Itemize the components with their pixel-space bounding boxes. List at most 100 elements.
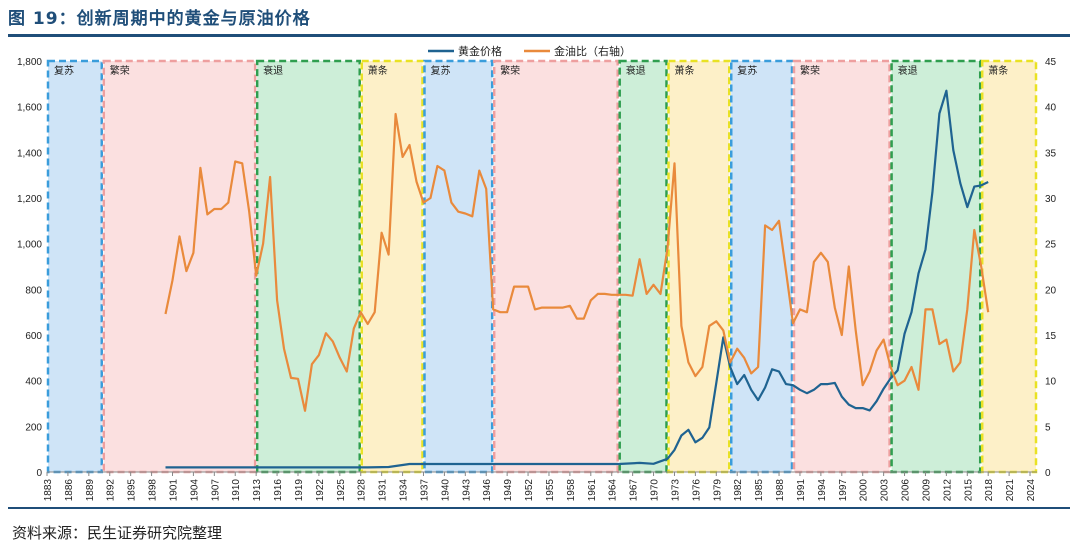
phase-label: 萧条 [368,64,388,77]
y-right-tick-label: 5 [1045,422,1051,433]
x-tick-label: 2024 [1026,479,1037,502]
y-right-tick-label: 30 [1045,194,1057,205]
x-tick-label: 1931 [378,479,389,502]
phase-label: 衰退 [898,64,918,77]
phase-band [792,59,891,474]
x-tick-label: 1994 [817,479,828,502]
phase-label: 萧条 [674,64,694,77]
x-tick-label: 2015 [963,479,974,502]
y-right-tick-label: 20 [1045,285,1057,296]
phase-label: 衰退 [263,64,283,77]
x-tick-label: 1898 [148,479,159,502]
y-left-tick-label: 1,200 [17,194,42,205]
x-tick-label: 1973 [670,479,681,502]
phase-label: 复苏 [430,64,450,77]
x-tick-label: 2012 [942,479,953,502]
x-tick-label: 1883 [43,479,54,502]
x-tick-label: 2021 [1005,479,1016,502]
chart-series [164,89,990,469]
x-tick-label: 1892 [106,479,117,502]
x-tick-label: 2006 [901,479,912,502]
x-tick-label: 1904 [189,479,200,502]
phase-label: 复苏 [737,64,757,77]
x-tick-label: 1943 [461,479,472,502]
x-tick-label: 1919 [294,479,305,502]
y-left-tick-label: 1,000 [17,240,42,251]
x-tick-label: 1979 [712,479,723,502]
phase-band [618,59,668,474]
y-left-tick-label: 800 [25,285,42,296]
x-tick-label: 1988 [775,479,786,502]
x-tick-label: 1997 [838,479,849,502]
phase-label: 繁荣 [110,64,130,77]
x-tick-label: 1985 [754,479,765,502]
phase-label: 衰退 [626,64,646,77]
x-tick-label: 1961 [587,479,598,502]
x-tick-label: 1922 [315,479,326,502]
phase-band [46,59,104,474]
x-tick-label: 1910 [231,479,242,502]
phase-band [890,59,982,474]
phase-band [255,59,361,474]
footer-divider [8,507,1070,509]
y-left-tick-label: 0 [36,468,42,479]
y-right-tick-label: 25 [1045,240,1057,251]
x-tick-label: 1901 [168,479,179,502]
x-tick-label: 1958 [566,479,577,502]
x-tick-label: 1913 [252,479,263,502]
figure-title: 图 19：创新周期中的黄金与原油价格 [8,9,311,29]
source-note: 资料来源：民生证券研究院整理 [12,524,223,542]
x-tick-label: 1916 [273,479,284,502]
x-tick-label: 1928 [357,479,368,502]
x-tick-label: 1934 [399,479,410,502]
y-left-tick-label: 1,400 [17,148,42,159]
phase-band [729,59,794,474]
y-right-tick-label: 45 [1045,57,1057,68]
phase-band [492,59,619,474]
phase-band [102,59,257,474]
title-divider [8,34,1070,37]
y-right-tick-label: 0 [1045,468,1051,479]
x-tick-label: 1946 [482,479,493,502]
x-tick-label: 1970 [650,479,661,502]
x-tick-label: 1940 [440,479,451,502]
x-tick-label: 1991 [796,479,807,502]
x-tick-label: 1925 [336,479,347,502]
x-tick-label: 1955 [545,479,556,502]
x-tick-label: 1895 [127,479,138,502]
phase-band [980,59,1038,474]
y-right-tick-label: 35 [1045,148,1057,159]
y-left-tick-label: 1,800 [17,57,42,68]
x-tick-label: 1937 [419,479,430,502]
phase-label: 繁荣 [800,64,820,77]
phase-label: 复苏 [54,64,74,77]
y-right-tick-label: 15 [1045,331,1057,342]
x-tick-label: 1964 [608,479,619,502]
phase-label: 繁荣 [500,64,520,77]
x-tick-label: 1976 [691,479,702,502]
x-tick-label: 2003 [880,479,891,502]
y-left-tick-label: 600 [25,331,42,342]
x-tick-label: 1889 [85,479,96,502]
y-left-tick-label: 1,600 [17,103,42,114]
x-tick-label: 2009 [921,479,932,502]
chart-legend: 黄金价格 金油比（右轴） [428,44,631,58]
x-tick-label: 2018 [984,479,995,502]
gold-oil-chart: 复苏 繁荣 衰退 萧条 复苏 繁荣 衰退 萧条 复苏 繁荣 衰退 萧条 02004006008001,… [17,44,1057,502]
gold-price-line [165,89,989,469]
phase-band [423,59,494,474]
legend-label: 金油比（右轴） [554,44,631,58]
phase-band [360,59,424,474]
x-tick-label: 1952 [524,479,535,502]
y-left-tick-label: 200 [25,422,42,433]
legend-label: 黄金价格 [458,44,502,58]
phase-bands: 复苏 繁荣 衰退 萧条 复苏 繁荣 衰退 萧条 复苏 繁荣 衰退 萧条 [46,59,1038,474]
x-tick-label: 1967 [629,479,640,502]
x-tick-label: 2000 [859,479,870,502]
y-left-tick-label: 400 [25,377,42,388]
phase-band [667,59,731,474]
y-right-tick-label: 40 [1045,103,1057,114]
x-tick-label: 1886 [64,479,75,502]
phase-label: 萧条 [988,64,1008,77]
x-tick-label: 1982 [733,479,744,502]
